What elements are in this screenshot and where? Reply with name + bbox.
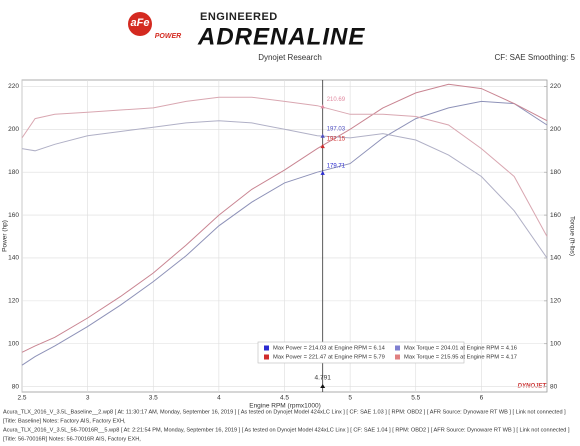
- cursor-point: [320, 170, 325, 175]
- brand: ADRENALINE: [197, 23, 365, 50]
- series-line: [21, 83, 548, 353]
- x-axis-label: Engine RPM (rpmx1000): [249, 403, 321, 410]
- chart-subtitle: CF: SAE Smoothing: 5: [495, 53, 576, 62]
- x-tick-label: 6: [480, 395, 484, 402]
- series-line: [21, 96, 548, 237]
- tagline: ENGINEERED: [200, 11, 278, 23]
- cursor-x-label: 4.791: [315, 375, 332, 382]
- x-tick-label: 2.5: [17, 395, 26, 402]
- cursor-x-marker: [320, 384, 326, 388]
- legend-swatch: [395, 345, 400, 351]
- y-tick-label: 100: [8, 340, 19, 347]
- y2-tick-label: 220: [550, 83, 561, 90]
- y-tick-label: 200: [8, 126, 19, 133]
- footer-line: [Title: 56-70016R] Notes: 56-70016R AIS,…: [3, 436, 141, 442]
- legend-swatch: [264, 345, 269, 351]
- x-tick-label: 3: [86, 395, 90, 402]
- footer-line: [Title: Baseline] Notes: Factory AIS, Fa…: [3, 418, 126, 424]
- y-tick-label: 160: [8, 212, 19, 219]
- y-axis-label: Power (hp): [2, 220, 9, 252]
- legend-swatch: [264, 354, 269, 360]
- logo-text: aFe: [131, 17, 150, 29]
- legend-label: Max Power = 221.47 at Engine RPM = 5.79: [273, 355, 385, 361]
- y2-tick-label: 200: [550, 126, 561, 133]
- y2-tick-label: 100: [550, 340, 561, 347]
- cursor-value-label: 197.03: [327, 126, 346, 132]
- footer-line: Acura_TLX_2016_V_3.5L_Baseline__2.wp8 [ …: [3, 409, 566, 415]
- x-tick-label: 4.5: [280, 395, 289, 402]
- x-tick-label: 3.5: [149, 395, 158, 402]
- series-line: [21, 120, 548, 259]
- legend-box: [257, 341, 465, 364]
- y-tick-label: 220: [8, 83, 19, 90]
- y2-tick-label: 120: [550, 298, 561, 305]
- cursor-point: [320, 144, 325, 149]
- y2-tick-label: 80: [550, 383, 558, 390]
- cursor-point: [320, 133, 325, 138]
- y2-tick-label: 180: [550, 169, 561, 176]
- y-tick-label: 180: [8, 169, 19, 176]
- y-tick-label: 80: [12, 383, 20, 390]
- cursor-value-label: 210.69: [327, 97, 346, 103]
- legend-label: Max Power = 214.03 at Engine RPM = 6.14: [273, 346, 386, 352]
- y-tick-label: 120: [8, 298, 19, 305]
- y2-axis-label: Torque (ft-lbs): [568, 216, 575, 256]
- legend-label: Max Torque = 215.95 at Engine RPM = 4.17: [404, 355, 517, 361]
- x-tick-label: 5.5: [411, 395, 420, 402]
- cursor-value-label: 179.71: [327, 163, 346, 169]
- footer: Acura_TLX_2016_V_3.5L_Baseline__2.wp8 [ …: [3, 409, 570, 442]
- chart-title: Dynojet Research: [258, 53, 322, 62]
- x-tick-label: 4: [217, 395, 221, 402]
- logo-sub: POWER: [155, 33, 181, 40]
- cursor-point: [320, 104, 325, 109]
- y2-tick-label: 140: [550, 255, 561, 262]
- logo-badge: [128, 12, 152, 36]
- legend-label: Max Torque = 204.01 at Engine RPM = 4.16: [404, 346, 517, 352]
- series-line: [21, 100, 548, 366]
- y2-tick-label: 160: [550, 212, 561, 219]
- y-tick-label: 140: [8, 255, 19, 262]
- legend-swatch: [395, 354, 400, 360]
- footer-line: Acura_TLX_2016_V_3.5L_56-70016R__5.wp8 […: [3, 427, 570, 433]
- x-tick-label: 5: [348, 395, 352, 402]
- cursor-value-label: 192.15: [327, 137, 346, 143]
